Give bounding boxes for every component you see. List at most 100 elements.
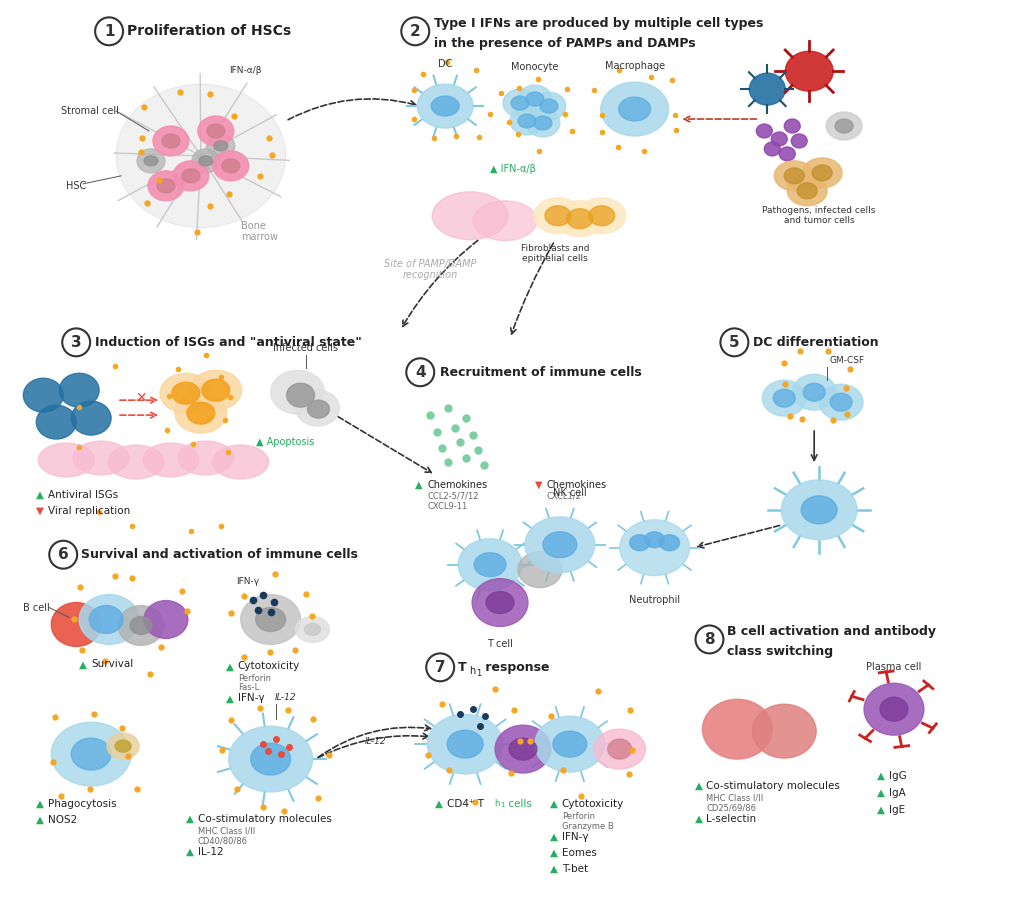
- Ellipse shape: [819, 384, 863, 420]
- Text: Cytotoxicity: Cytotoxicity: [238, 661, 300, 671]
- Text: ✕: ✕: [135, 391, 146, 405]
- Ellipse shape: [160, 373, 212, 413]
- Ellipse shape: [173, 161, 209, 191]
- Text: Induction of ISGs and "antiviral state": Induction of ISGs and "antiviral state": [95, 336, 362, 349]
- Ellipse shape: [578, 198, 626, 233]
- Text: MHC Class I/II: MHC Class I/II: [707, 794, 764, 803]
- Ellipse shape: [79, 595, 139, 645]
- Ellipse shape: [594, 729, 646, 769]
- Text: Infected cells: Infected cells: [273, 343, 338, 353]
- Text: Survival: Survival: [91, 659, 133, 669]
- Text: ▲: ▲: [36, 799, 44, 809]
- Text: ▲: ▲: [36, 814, 44, 824]
- Ellipse shape: [607, 739, 632, 759]
- Ellipse shape: [432, 192, 508, 240]
- Ellipse shape: [51, 603, 101, 646]
- Ellipse shape: [191, 149, 220, 173]
- Text: response: response: [481, 661, 550, 674]
- Ellipse shape: [222, 159, 240, 173]
- Text: T: T: [458, 661, 467, 674]
- Ellipse shape: [143, 443, 199, 477]
- Text: Chemokines: Chemokines: [427, 480, 487, 490]
- Ellipse shape: [213, 445, 268, 479]
- Text: Bone
marrow: Bone marrow: [241, 221, 278, 242]
- Ellipse shape: [779, 147, 796, 161]
- Ellipse shape: [781, 480, 857, 539]
- Text: h: h: [494, 799, 500, 808]
- Ellipse shape: [228, 726, 312, 792]
- Ellipse shape: [630, 535, 649, 551]
- Ellipse shape: [535, 716, 605, 772]
- Text: Co-stimulatory molecules: Co-stimulatory molecules: [198, 814, 332, 824]
- Ellipse shape: [510, 107, 544, 135]
- Ellipse shape: [199, 156, 213, 166]
- Ellipse shape: [72, 401, 111, 435]
- Ellipse shape: [531, 92, 566, 120]
- Text: Neutrophil: Neutrophil: [629, 595, 680, 605]
- Text: Granzyme B: Granzyme B: [562, 822, 613, 831]
- Text: 1: 1: [103, 24, 115, 39]
- Ellipse shape: [175, 393, 226, 433]
- Ellipse shape: [803, 383, 825, 401]
- Ellipse shape: [178, 441, 233, 475]
- Ellipse shape: [762, 380, 806, 416]
- Ellipse shape: [589, 206, 614, 226]
- Ellipse shape: [511, 96, 529, 110]
- Text: HSC: HSC: [67, 181, 86, 191]
- Ellipse shape: [774, 161, 814, 191]
- Ellipse shape: [116, 84, 286, 228]
- Ellipse shape: [458, 538, 522, 590]
- Ellipse shape: [830, 393, 852, 411]
- Ellipse shape: [620, 519, 689, 576]
- Text: Monocyte: Monocyte: [511, 62, 559, 73]
- Ellipse shape: [784, 119, 800, 133]
- Text: Cytotoxicity: Cytotoxicity: [562, 799, 624, 809]
- Text: 6: 6: [57, 548, 69, 562]
- Text: in the presence of PAMPs and DAMPs: in the presence of PAMPs and DAMPs: [434, 36, 696, 50]
- Ellipse shape: [214, 141, 227, 151]
- Ellipse shape: [784, 168, 804, 183]
- Ellipse shape: [540, 99, 558, 114]
- Text: NOS2: NOS2: [48, 814, 78, 824]
- Text: Perforin: Perforin: [238, 675, 270, 684]
- Ellipse shape: [207, 134, 234, 158]
- Ellipse shape: [750, 74, 785, 105]
- Text: Recruitment of immune cells: Recruitment of immune cells: [440, 366, 642, 379]
- Text: IFN-γ: IFN-γ: [236, 577, 259, 586]
- Ellipse shape: [645, 532, 665, 548]
- Ellipse shape: [251, 743, 291, 775]
- Ellipse shape: [72, 738, 111, 770]
- Ellipse shape: [144, 600, 187, 638]
- Text: Stromal cell: Stromal cell: [61, 106, 119, 116]
- Text: IL-12: IL-12: [274, 693, 296, 702]
- Ellipse shape: [836, 119, 853, 133]
- Text: ▲: ▲: [550, 864, 558, 873]
- Text: h: h: [469, 666, 475, 676]
- Ellipse shape: [474, 553, 506, 577]
- Text: IFN-γ: IFN-γ: [562, 832, 589, 842]
- Text: ▼: ▼: [535, 480, 543, 490]
- Text: ▲: ▲: [79, 659, 87, 669]
- Ellipse shape: [764, 142, 780, 156]
- Ellipse shape: [130, 617, 152, 635]
- Text: Site of PAMP/DAMP
recognition: Site of PAMP/DAMP recognition: [384, 259, 476, 281]
- Text: B cell activation and antibody: B cell activation and antibody: [727, 625, 936, 638]
- Text: NK cell: NK cell: [553, 488, 587, 498]
- Text: ▲: ▲: [877, 788, 885, 798]
- Ellipse shape: [307, 400, 330, 418]
- Text: CD25/69/86: CD25/69/86: [707, 804, 757, 813]
- Ellipse shape: [534, 198, 582, 233]
- Ellipse shape: [798, 183, 817, 199]
- Text: T cell: T cell: [487, 639, 513, 649]
- Ellipse shape: [785, 51, 834, 91]
- Text: 7: 7: [435, 660, 445, 675]
- Text: L-selectin: L-selectin: [707, 814, 757, 824]
- Text: Fas-L: Fas-L: [238, 684, 259, 692]
- Text: ▲: ▲: [435, 799, 443, 809]
- Text: IFN-α/β: IFN-α/β: [229, 66, 262, 75]
- Ellipse shape: [518, 552, 562, 587]
- Text: IL-12: IL-12: [365, 736, 386, 745]
- Ellipse shape: [38, 443, 94, 477]
- Text: MHC Class I/II: MHC Class I/II: [198, 827, 255, 836]
- Ellipse shape: [864, 684, 924, 735]
